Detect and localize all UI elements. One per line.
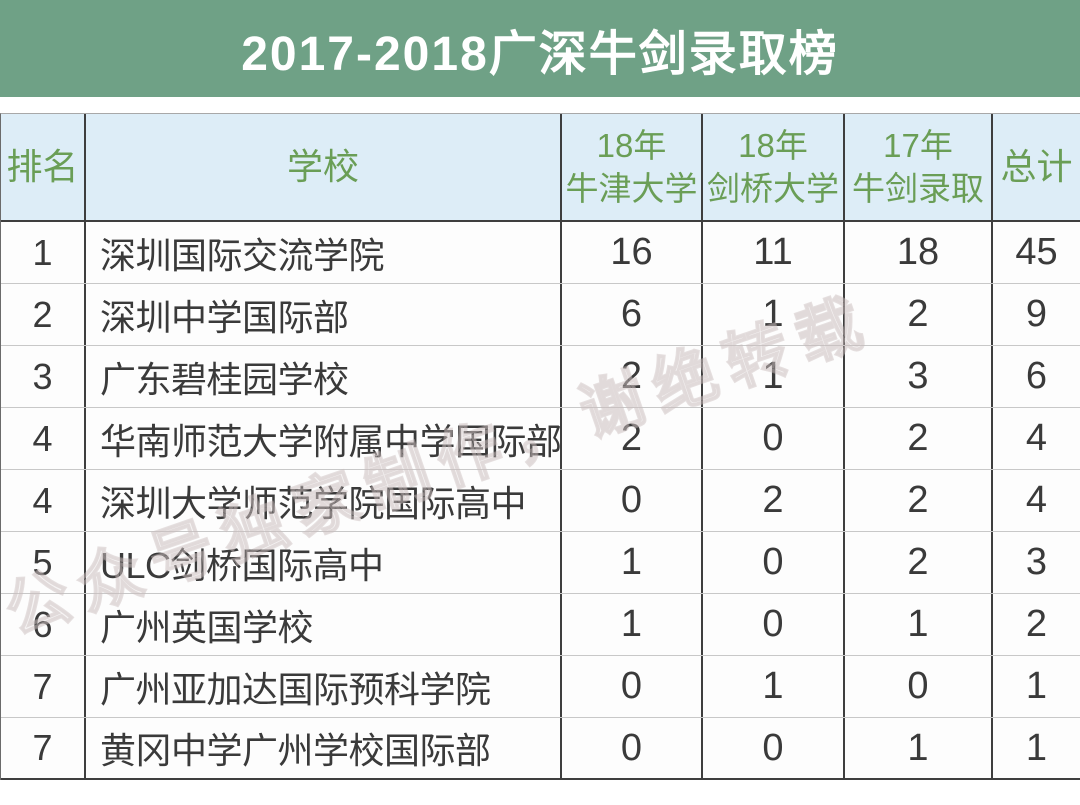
table-row: 7 广州亚加达国际预科学院 0 1 0 1 bbox=[1, 656, 1080, 718]
col-header-oxford-2018: 18年 牛津大学 bbox=[562, 114, 703, 220]
total-cell: 2 bbox=[1025, 603, 1048, 645]
col-header-cambridge-2018: 18年 剑桥大学 bbox=[703, 114, 845, 220]
table-row: 3 广东碧桂园学校 2 1 3 6 bbox=[1, 346, 1080, 408]
rank-cell: 5 bbox=[1, 532, 86, 593]
table-row: 4 深圳大学师范学院国际高中 0 2 2 4 bbox=[1, 470, 1080, 532]
table-row: 5 ULC剑桥国际高中 1 0 2 3 bbox=[1, 532, 1080, 594]
col-header-label-line2: 牛津大学 bbox=[565, 170, 698, 207]
rank-cell: 4 bbox=[1, 470, 86, 531]
oxford-2018-cell: 0 bbox=[562, 656, 703, 717]
oxford-2018-cell: 0 bbox=[562, 718, 703, 778]
title-banner: 2017-2018广深牛剑录取榜 bbox=[0, 0, 1080, 97]
table-row: 2 深圳中学国际部 6 1 2 9 bbox=[1, 284, 1080, 346]
total-cell: 3 bbox=[1025, 541, 1048, 583]
col-header-oxbridge-2017: 17年 牛剑录取 bbox=[845, 114, 993, 220]
school-name-cell: 黄冈中学广州学校国际部 bbox=[86, 718, 562, 778]
oxford-2018-cell: 1 bbox=[562, 594, 703, 655]
oxbridge-2017-cell: 18 bbox=[845, 222, 993, 283]
col-header-label-line2: 剑桥大学 bbox=[707, 170, 839, 207]
cambridge-2018-cell: 1 bbox=[703, 346, 845, 407]
oxbridge-2017-cell: 2 bbox=[845, 408, 993, 469]
school-name-cell: 深圳国际交流学院 bbox=[86, 222, 562, 283]
cambridge-2018-cell: 1 bbox=[703, 284, 845, 345]
oxford-2018-cell: 2 bbox=[562, 408, 703, 469]
rank-cell: 4 bbox=[1, 408, 86, 469]
page-title: 2017-2018广深牛剑录取榜 bbox=[241, 27, 839, 81]
school-name-cell: 华南师范大学附属中学国际部 bbox=[86, 408, 562, 469]
table-row: 7 黄冈中学广州学校国际部 0 0 1 1 bbox=[1, 718, 1080, 780]
col-header-label-line1: 17年 bbox=[883, 127, 953, 164]
cambridge-2018-cell: 1 bbox=[703, 656, 845, 717]
oxford-2018-cell: 0 bbox=[562, 470, 703, 531]
school-name-cell: ULC剑桥国际高中 bbox=[86, 532, 562, 593]
col-header-school: 学校 bbox=[86, 114, 562, 220]
oxbridge-2017-cell: 1 bbox=[845, 594, 993, 655]
col-header-label: 总计 bbox=[1000, 146, 1073, 187]
table-body: 1 深圳国际交流学院 16 11 18 45 2 深圳中学国际部 6 1 2 9… bbox=[1, 222, 1080, 780]
total-cell: 6 bbox=[1025, 355, 1048, 397]
oxbridge-2017-cell: 2 bbox=[845, 470, 993, 531]
oxford-2018-cell: 6 bbox=[562, 284, 703, 345]
oxbridge-2017-cell: 0 bbox=[845, 656, 993, 717]
col-header-label: 学校 bbox=[286, 146, 359, 187]
oxbridge-2017-cell: 2 bbox=[845, 532, 993, 593]
cambridge-2018-cell: 2 bbox=[703, 470, 845, 531]
cambridge-2018-cell: 0 bbox=[703, 532, 845, 593]
oxbridge-2017-cell: 2 bbox=[845, 284, 993, 345]
col-header-total: 总计 bbox=[993, 114, 1080, 220]
cambridge-2018-cell: 11 bbox=[703, 222, 845, 283]
rank-cell: 2 bbox=[1, 284, 86, 345]
school-name-cell: 广东碧桂园学校 bbox=[86, 346, 562, 407]
rank-cell: 7 bbox=[1, 656, 86, 717]
oxford-2018-cell: 1 bbox=[562, 532, 703, 593]
total-cell: 1 bbox=[1025, 665, 1048, 707]
school-name-cell: 广州亚加达国际预科学院 bbox=[86, 656, 562, 717]
total-cell: 4 bbox=[1025, 417, 1048, 459]
table-row: 4 华南师范大学附属中学国际部 2 0 2 4 bbox=[1, 408, 1080, 470]
table-row: 1 深圳国际交流学院 16 11 18 45 bbox=[1, 222, 1080, 284]
total-cell: 4 bbox=[1025, 479, 1048, 521]
rank-cell: 1 bbox=[1, 222, 86, 283]
total-cell: 1 bbox=[1025, 726, 1048, 769]
oxbridge-2017-cell: 1 bbox=[845, 718, 993, 778]
cambridge-2018-cell: 0 bbox=[703, 718, 845, 778]
cambridge-2018-cell: 0 bbox=[703, 408, 845, 469]
cambridge-2018-cell: 0 bbox=[703, 594, 845, 655]
table-header-row: 排名 学校 18年 牛津大学 18年 剑桥大学 17年 牛剑录取 总计 bbox=[1, 114, 1080, 222]
col-header-label-line1: 18年 bbox=[738, 127, 808, 164]
total-cell: 9 bbox=[1025, 293, 1048, 335]
school-name-cell: 广州英国学校 bbox=[86, 594, 562, 655]
ranking-table: 排名 学校 18年 牛津大学 18年 剑桥大学 17年 牛剑录取 总计 1 bbox=[0, 113, 1080, 780]
col-header-label-line2: 牛剑录取 bbox=[852, 170, 984, 207]
oxford-2018-cell: 2 bbox=[562, 346, 703, 407]
col-header-label-line1: 18年 bbox=[596, 127, 667, 164]
rank-cell: 6 bbox=[1, 594, 86, 655]
school-name-cell: 深圳中学国际部 bbox=[86, 284, 562, 345]
total-cell: 45 bbox=[1015, 231, 1058, 273]
oxbridge-2017-cell: 3 bbox=[845, 346, 993, 407]
oxford-2018-cell: 16 bbox=[562, 222, 703, 283]
rank-cell: 7 bbox=[1, 718, 86, 778]
col-header-label: 排名 bbox=[6, 146, 79, 187]
school-name-cell: 深圳大学师范学院国际高中 bbox=[86, 470, 562, 531]
col-header-rank: 排名 bbox=[1, 114, 86, 220]
rank-cell: 3 bbox=[1, 346, 86, 407]
table-row: 6 广州英国学校 1 0 1 2 bbox=[1, 594, 1080, 656]
